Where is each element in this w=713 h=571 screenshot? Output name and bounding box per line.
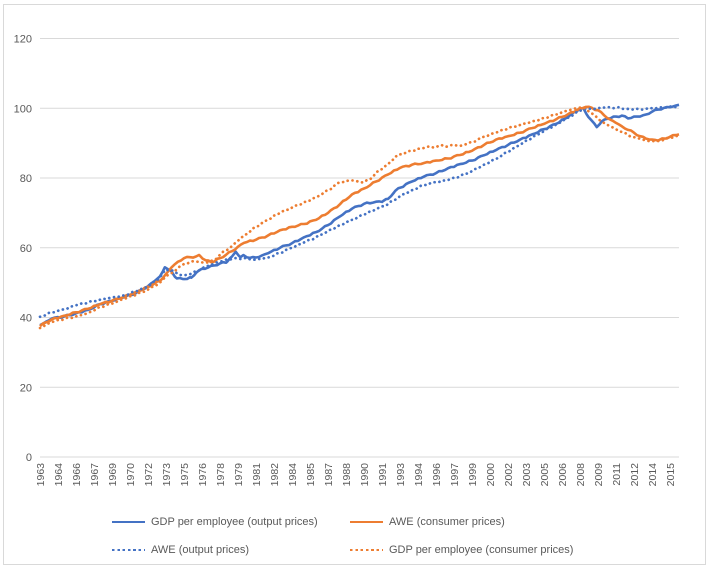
x-tick-label: 1988 [341,463,353,487]
chart-border [3,4,706,565]
legend-item-awe-consumer-prices[interactable]: AWE (consumer prices) [350,515,505,529]
x-tick-label: 1973 [161,463,173,487]
legend-line-sample-dotted-blue-icon [112,548,145,552]
x-tick-label: 1990 [359,463,371,487]
x-tick-label: 2009 [593,463,605,487]
x-tick-label: 2014 [647,463,659,487]
x-tick-label: 1981 [251,463,263,487]
x-tick-label: 1993 [395,463,407,487]
y-tick-label: 100 [14,103,32,115]
x-tick-label: 1996 [431,463,443,487]
x-tick-label: 2008 [575,463,587,487]
x-tick-label: 1966 [71,463,83,487]
y-tick-label: 80 [20,173,32,185]
series-line-awe-consumer-prices-[interactable] [39,105,680,328]
legend-item-gdp-per-employee-consumer-prices[interactable]: GDP per employee (consumer prices) [350,543,573,557]
x-tick-label: 1991 [377,463,389,487]
legend-line-sample-solid-orange-icon [350,520,383,524]
x-tick-label: 1972 [143,463,155,487]
x-tick-label: 1978 [215,463,227,487]
x-tick-label: 1984 [287,463,299,487]
x-tick-label: 2000 [485,463,497,487]
legend-item-awe-output-prices[interactable]: AWE (output prices) [112,543,249,557]
x-tick-label: 2003 [521,463,533,487]
x-tick-label: 2006 [557,463,569,487]
y-tick-label: 60 [20,243,32,255]
y-tick-label: 20 [20,382,32,394]
legend-label: GDP per employee (consumer prices) [389,544,574,556]
y-tick-label: 120 [14,34,32,46]
legend-label: AWE (output prices) [151,544,250,556]
x-tick-label: 1969 [107,463,119,487]
x-tick-label: 1979 [233,463,245,487]
x-tick-label: 2011 [611,463,623,486]
x-tick-label: 1976 [197,463,209,487]
x-tick-label: 2012 [629,463,641,487]
x-tick-label: 1967 [89,463,101,487]
x-tick-label: 1964 [53,463,65,487]
series-line-gdp-per-employee-consumer-prices-[interactable] [38,106,681,330]
series-line-awe-output-prices-[interactable] [38,105,681,319]
legend-item-gdp-per-employee-output-prices[interactable]: GDP per employee (output prices) [112,515,318,529]
x-tick-label: 1997 [449,463,461,487]
x-tick-label: 1982 [269,463,281,487]
x-tick-label: 1994 [413,463,425,487]
x-tick-label: 1970 [125,463,137,487]
x-tick-label: 2005 [539,463,551,487]
legend-label: AWE (consumer prices) [389,516,505,528]
x-tick-label: 1999 [467,463,479,487]
x-tick-label: 1987 [323,463,335,487]
y-tick-label: 40 [20,313,32,325]
x-tick-label: 1985 [305,463,317,487]
x-tick-label: 1963 [35,463,47,487]
x-tick-label: 1975 [179,463,191,487]
legend-line-sample-solid-blue-icon [112,520,145,524]
y-tick-label: 0 [26,452,32,464]
legend-line-sample-dotted-orange-icon [350,548,383,552]
x-tick-label: 2015 [665,463,677,487]
legend-label: GDP per employee (output prices) [151,516,318,528]
x-tick-label: 2002 [503,463,515,487]
